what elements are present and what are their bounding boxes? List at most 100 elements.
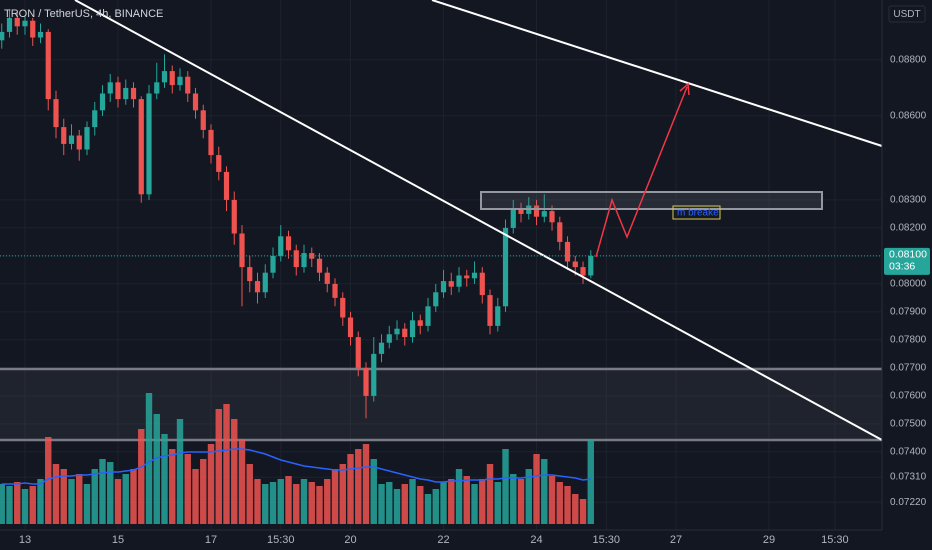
- volume-bar: [231, 419, 238, 524]
- resistance-box: [480, 191, 823, 210]
- candle-body: [487, 295, 493, 326]
- y-tick-label: 0.07220: [890, 497, 927, 508]
- candle-body: [347, 317, 354, 338]
- candle-body: [200, 110, 206, 130]
- candle-body: [185, 76, 191, 94]
- candle-body: [363, 367, 369, 396]
- candle-body: [309, 253, 315, 259]
- candle-body: [84, 127, 90, 150]
- volume-bar: [370, 459, 377, 524]
- candle-body: [61, 127, 67, 144]
- volume-bar: [548, 476, 556, 524]
- candle-body: [386, 334, 392, 343]
- annotation: m breake: [677, 208, 719, 219]
- candle-body: [254, 281, 261, 293]
- candle-body: [417, 320, 423, 326]
- candle-body: [572, 261, 578, 268]
- candle-body: [464, 275, 470, 279]
- candle-body: [293, 250, 299, 268]
- volume-bar: [114, 479, 122, 524]
- candle-body: [22, 20, 28, 27]
- volume-bar: [6, 486, 13, 524]
- volume-pane: [0, 393, 594, 524]
- candle-body: [76, 135, 82, 150]
- candle-body: [53, 99, 59, 128]
- volume-bar: [417, 486, 424, 524]
- volume-bar: [308, 482, 315, 524]
- candle-body: [409, 320, 416, 338]
- candle-body: [355, 337, 361, 368]
- y-tick-label: 0.08300: [890, 195, 927, 206]
- candle-body: [14, 17, 20, 27]
- volume-bar: [316, 486, 323, 524]
- candle-body: [533, 205, 540, 217]
- candle-body: [177, 76, 183, 86]
- candle-body: [262, 272, 268, 293]
- y-tick-label: 0.08600: [890, 111, 927, 122]
- candle-body: [588, 255, 594, 276]
- currency-box[interactable]: [888, 5, 926, 23]
- arrow-head: [679, 82, 690, 96]
- volume-bar: [246, 464, 253, 524]
- y-tick-label: 0.07600: [890, 391, 927, 402]
- trend-line: [431, 0, 883, 147]
- volume-bar: [378, 484, 385, 524]
- candle-body: [479, 272, 485, 296]
- volume-ma: [1, 448, 591, 485]
- volume-bar: [479, 479, 486, 524]
- candle-body: [340, 297, 346, 318]
- volume-bar: [324, 479, 331, 524]
- volume-bar: [339, 464, 346, 524]
- volume-bar: [355, 449, 362, 524]
- candle-body: [92, 110, 98, 128]
- candle-body: [239, 233, 245, 268]
- price-axis: [882, 0, 932, 550]
- x-tick-label: 13: [19, 534, 31, 546]
- volume-bar: [347, 454, 354, 524]
- x-tick-label: 15:30: [267, 534, 295, 546]
- volume-bar: [285, 476, 292, 524]
- volume-bar: [362, 444, 370, 524]
- y-tick-label: 0.08200: [890, 223, 927, 234]
- volume-bar: [393, 489, 401, 524]
- candle-body: [115, 82, 121, 100]
- candle-body: [0, 31, 5, 41]
- volume-bar: [68, 479, 75, 524]
- y-tick-label: 0.07900: [890, 307, 927, 318]
- currency[interactable]: USDT: [893, 9, 920, 20]
- y-tick-label: 0.08000: [890, 279, 927, 290]
- axes: 0.08800 0.08600 0.08300 0.08200 0.08100 0.080…: [0, 55, 930, 546]
- candle-body: [99, 93, 106, 111]
- x-tick-label: 27: [670, 534, 682, 546]
- price-countdown: 03:36: [889, 261, 915, 273]
- candle-body: [502, 227, 509, 307]
- y-tick-label: 0.08800: [890, 55, 927, 66]
- candle-body: [216, 155, 222, 172]
- volume-bar: [215, 409, 222, 524]
- volume-bar: [517, 479, 525, 524]
- candle-body: [495, 306, 501, 326]
- volume-bar: [130, 469, 137, 524]
- volume-bar: [579, 499, 587, 524]
- candle-body: [192, 93, 199, 111]
- y-tick-label: 0.07310: [890, 472, 927, 483]
- candle-body: [456, 275, 462, 287]
- volume-bar: [510, 474, 517, 524]
- x-tick-label: 15:30: [593, 534, 621, 546]
- x-tick-label: 29: [763, 534, 775, 546]
- volume-bar: [564, 486, 571, 524]
- volume-bar: [486, 464, 494, 524]
- volume-bar: [21, 489, 29, 524]
- candle-body: [580, 267, 586, 276]
- candle-body: [378, 342, 385, 354]
- volume-bar: [448, 479, 455, 524]
- volume-bar: [300, 479, 308, 524]
- candle-body: [557, 222, 563, 242]
- candle-body: [247, 267, 253, 282]
- volume-bar: [45, 437, 52, 524]
- volume-bar: [138, 429, 145, 524]
- y-tick-label: 0.07400: [890, 447, 927, 458]
- volume-bar: [533, 454, 540, 524]
- trend-line: [74, 0, 883, 441]
- candle-body: [425, 306, 431, 326]
